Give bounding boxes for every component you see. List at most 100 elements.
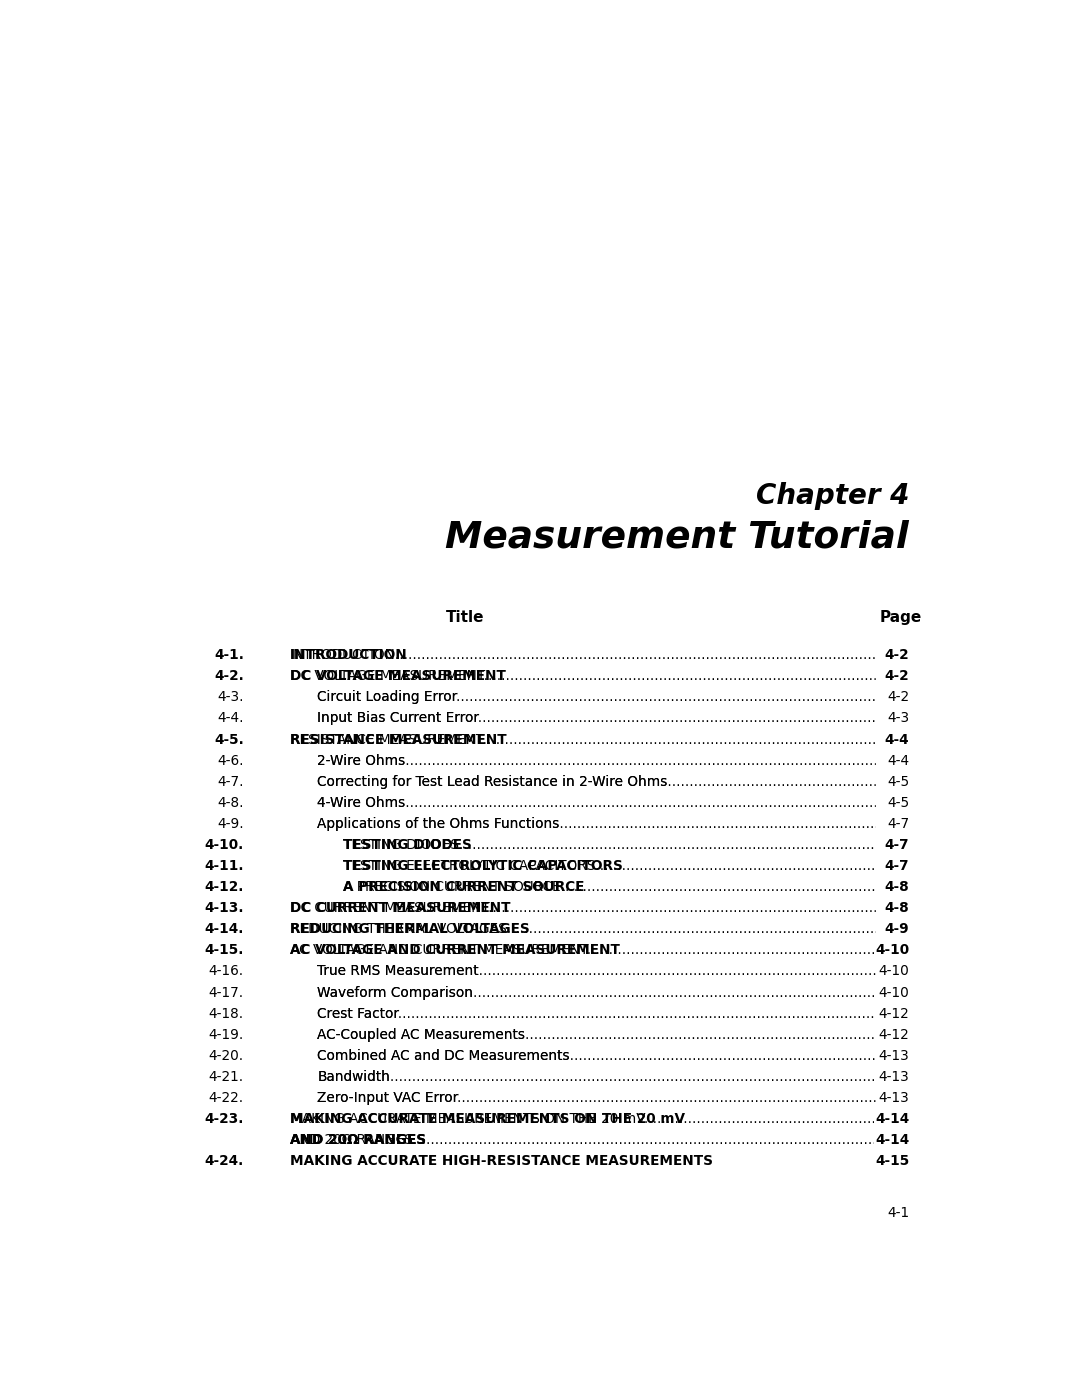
Text: True RMS Measurement: True RMS Measurement bbox=[318, 964, 480, 978]
Text: Combined AC and DC Measurements: Combined AC and DC Measurements bbox=[318, 1049, 570, 1063]
Text: A PRECISION CURRENT SOURCE......................................................: A PRECISION CURRENT SOURCE..............… bbox=[342, 880, 1080, 894]
Text: Chapter 4: Chapter 4 bbox=[756, 482, 909, 510]
Text: 4-7.: 4-7. bbox=[217, 775, 244, 789]
Text: Crest Factor: Crest Factor bbox=[318, 1007, 400, 1021]
Text: 4-2: 4-2 bbox=[885, 648, 909, 662]
Text: A PRECISION CURRENT SOURCE: A PRECISION CURRENT SOURCE bbox=[342, 880, 584, 894]
Text: 4-6.: 4-6. bbox=[217, 753, 244, 767]
Text: 4-16.: 4-16. bbox=[208, 964, 244, 978]
Text: DC CURRENT MEASUREMENT: DC CURRENT MEASUREMENT bbox=[289, 901, 511, 915]
Text: 4-13: 4-13 bbox=[878, 1049, 909, 1063]
Text: DC VOLTAGE MEASUREMENT: DC VOLTAGE MEASUREMENT bbox=[289, 669, 505, 683]
Text: 4-4: 4-4 bbox=[885, 732, 909, 746]
Text: 4-5.: 4-5. bbox=[214, 732, 244, 746]
Text: TESTING DIODES: TESTING DIODES bbox=[342, 838, 472, 852]
Text: Applications of the Ohms Functions..............................................: Applications of the Ohms Functions......… bbox=[318, 817, 1080, 831]
Text: 4-Wire Ohms.....................................................................: 4-Wire Ohms.............................… bbox=[318, 796, 1062, 810]
Text: Combined AC and DC Measurements.................................................: Combined AC and DC Measurements.........… bbox=[318, 1049, 1080, 1063]
Text: 4-3: 4-3 bbox=[887, 711, 909, 725]
Text: True RMS Measurement............................................................: True RMS Measurement....................… bbox=[318, 964, 1080, 978]
Text: Waveform Comparison: Waveform Comparison bbox=[318, 985, 473, 1000]
Text: 4-15.: 4-15. bbox=[204, 943, 244, 957]
Text: Circuit Loading Error: Circuit Loading Error bbox=[318, 690, 458, 704]
Text: 4-12: 4-12 bbox=[878, 1028, 909, 1042]
Text: 4-5: 4-5 bbox=[887, 796, 909, 810]
Text: 4-14: 4-14 bbox=[875, 1112, 909, 1126]
Text: 2-Wire Ohms.....................................................................: 2-Wire Ohms.............................… bbox=[318, 753, 1062, 767]
Text: 4-2: 4-2 bbox=[885, 669, 909, 683]
Text: 4-10.: 4-10. bbox=[204, 838, 244, 852]
Text: INTRODUCTION....................................................................: INTRODUCTION............................… bbox=[289, 648, 1052, 662]
Text: 4-7: 4-7 bbox=[885, 838, 909, 852]
Text: 4-19.: 4-19. bbox=[208, 1028, 244, 1042]
Text: AND 20Ω RANGES: AND 20Ω RANGES bbox=[289, 1133, 426, 1147]
Text: 4-14.: 4-14. bbox=[204, 922, 244, 936]
Text: 4-20.: 4-20. bbox=[208, 1049, 244, 1063]
Text: 4-9.: 4-9. bbox=[217, 817, 244, 831]
Text: Zero-Input VAC Error............................................................: Zero-Input VAC Error....................… bbox=[318, 1091, 1080, 1105]
Text: 4-1: 4-1 bbox=[887, 1206, 909, 1220]
Text: TESTING ELECTROLYTIC CAPACITORS.................................................: TESTING ELECTROLYTIC CAPACITORS.........… bbox=[342, 859, 1080, 873]
Text: 4-17.: 4-17. bbox=[208, 985, 244, 1000]
Text: AC-Coupled AC Measurements: AC-Coupled AC Measurements bbox=[318, 1028, 526, 1042]
Text: 4-7: 4-7 bbox=[885, 859, 909, 873]
Text: Zero-Input VAC Error: Zero-Input VAC Error bbox=[318, 1091, 459, 1105]
Text: INTRODUCTION: INTRODUCTION bbox=[289, 648, 407, 662]
Text: Correcting for Test Lead Resistance in 2-Wire Ohms..............................: Correcting for Test Lead Resistance in 2… bbox=[318, 775, 1080, 789]
Text: Measurement Tutorial: Measurement Tutorial bbox=[445, 520, 909, 556]
Text: 4-5: 4-5 bbox=[887, 775, 909, 789]
Text: Bandwidth.......................................................................: Bandwidth...............................… bbox=[318, 1070, 1047, 1084]
Text: 2-Wire Ohms: 2-Wire Ohms bbox=[318, 753, 406, 767]
Text: 4-8: 4-8 bbox=[885, 901, 909, 915]
Text: Title: Title bbox=[446, 609, 485, 624]
Text: Correcting for Test Lead Resistance in 2-Wire Ohms: Correcting for Test Lead Resistance in 2… bbox=[318, 775, 667, 789]
Text: AC VOLTAGE AND CURRENT MEASUREMENT: AC VOLTAGE AND CURRENT MEASUREMENT bbox=[289, 943, 620, 957]
Text: AC-Coupled AC Measurements......................................................: AC-Coupled AC Measurements..............… bbox=[318, 1028, 1080, 1042]
Text: 4-23.: 4-23. bbox=[204, 1112, 244, 1126]
Text: TESTING ELECTROLYTIC CAPACITORS: TESTING ELECTROLYTIC CAPACITORS bbox=[342, 859, 622, 873]
Text: MAKING ACCURATE MEASUREMENTS ON THE 20 mV: MAKING ACCURATE MEASUREMENTS ON THE 20 m… bbox=[289, 1112, 685, 1126]
Text: REDUCING THERMAL VOLTAGES: REDUCING THERMAL VOLTAGES bbox=[289, 922, 529, 936]
Text: 4-15: 4-15 bbox=[875, 1154, 909, 1168]
Text: 4-2.: 4-2. bbox=[214, 669, 244, 683]
Text: 4-7: 4-7 bbox=[887, 817, 909, 831]
Text: 4-13: 4-13 bbox=[878, 1091, 909, 1105]
Text: 4-22.: 4-22. bbox=[208, 1091, 244, 1105]
Text: 4-4: 4-4 bbox=[887, 753, 909, 767]
Text: 4-12.: 4-12. bbox=[204, 880, 244, 894]
Text: 4-13.: 4-13. bbox=[204, 901, 244, 915]
Text: 4-14: 4-14 bbox=[875, 1133, 909, 1147]
Text: MAKING ACCURATE MEASUREMENTS ON THE 20 mV.......................................: MAKING ACCURATE MEASUREMENTS ON THE 20 m… bbox=[289, 1112, 1080, 1126]
Text: REDUCING THERMAL VOLTAGES.......................................................: REDUCING THERMAL VOLTAGES...............… bbox=[289, 922, 1080, 936]
Text: 4-24.: 4-24. bbox=[204, 1154, 244, 1168]
Text: 4-9: 4-9 bbox=[885, 922, 909, 936]
Text: TESTING DIODES..................................................................: TESTING DIODES..........................… bbox=[342, 838, 1080, 852]
Text: 4-4.: 4-4. bbox=[217, 711, 244, 725]
Text: 4-Wire Ohms: 4-Wire Ohms bbox=[318, 796, 406, 810]
Bar bbox=[876, 168, 1080, 1243]
Text: 4-8: 4-8 bbox=[885, 880, 909, 894]
Text: 4-12: 4-12 bbox=[878, 1007, 909, 1021]
Text: 4-2: 4-2 bbox=[887, 690, 909, 704]
Text: Input Bias Current Error: Input Bias Current Error bbox=[318, 711, 480, 725]
Text: Page: Page bbox=[880, 609, 922, 624]
Text: 4-1.: 4-1. bbox=[214, 648, 244, 662]
Text: AND 20Ω RANGES..................................................................: AND 20Ω RANGES..........................… bbox=[289, 1133, 1069, 1147]
Text: Input Bias Current Error........................................................: Input Bias Current Error................… bbox=[318, 711, 1080, 725]
Text: 4-11.: 4-11. bbox=[204, 859, 244, 873]
Text: 4-21.: 4-21. bbox=[208, 1070, 244, 1084]
Text: Waveform Comparison.............................................................: Waveform Comparison.....................… bbox=[318, 985, 1080, 1000]
Text: DC VOLTAGE MEASUREMENT..........................................................: DC VOLTAGE MEASUREMENT..................… bbox=[289, 669, 1080, 683]
Text: 4-10: 4-10 bbox=[878, 985, 909, 1000]
Text: 4-8.: 4-8. bbox=[217, 796, 244, 810]
Text: 4-3.: 4-3. bbox=[217, 690, 244, 704]
Text: AC VOLTAGE AND CURRENT MEASUREMENT..............................................: AC VOLTAGE AND CURRENT MEASUREMENT......… bbox=[289, 943, 1080, 957]
Text: Circuit Loading Error...........................................................: Circuit Loading Error...................… bbox=[318, 690, 1080, 704]
Text: Crest Factor....................................................................: Crest Factor............................… bbox=[318, 1007, 1054, 1021]
Text: 4-13: 4-13 bbox=[878, 1070, 909, 1084]
Text: RESISTANCE MEASUREMENT..........................................................: RESISTANCE MEASUREMENT..................… bbox=[289, 732, 1080, 746]
Text: MAKING ACCURATE HIGH-RESISTANCE MEASUREMENTS: MAKING ACCURATE HIGH-RESISTANCE MEASUREM… bbox=[289, 1154, 713, 1168]
Text: RESISTANCE MEASUREMENT: RESISTANCE MEASUREMENT bbox=[289, 732, 507, 746]
Text: 4-18.: 4-18. bbox=[208, 1007, 244, 1021]
Text: Bandwidth: Bandwidth bbox=[318, 1070, 390, 1084]
